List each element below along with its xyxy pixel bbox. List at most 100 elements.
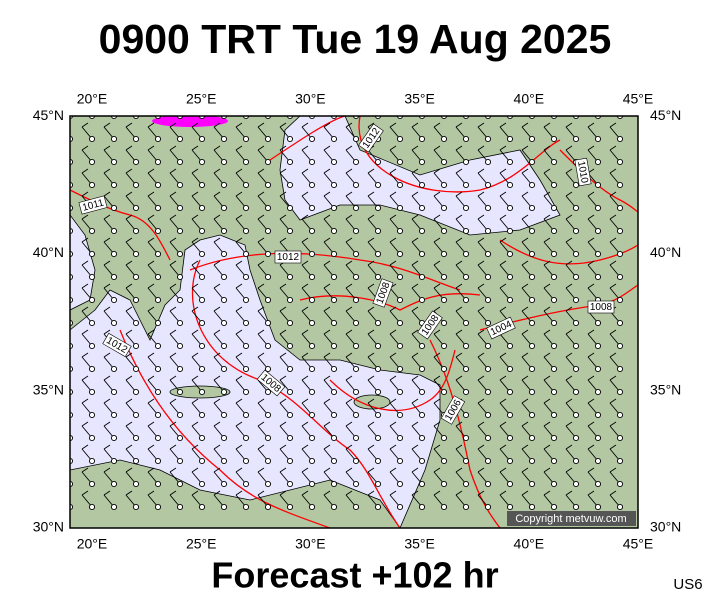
barb-station [286, 388, 294, 396]
barb-staff [443, 116, 444, 117]
barb-flag [368, 100, 374, 104]
barb-flag [345, 214, 353, 220]
barb-flag [125, 122, 133, 128]
barb-flag [411, 398, 419, 404]
barb-station [110, 480, 118, 488]
barb-station [484, 158, 492, 166]
barb-station [572, 480, 580, 488]
barb-flag [609, 352, 617, 358]
barb-station [418, 158, 426, 166]
barb-flag [191, 306, 199, 312]
barb-station [132, 319, 140, 327]
barb-station [418, 273, 426, 281]
barb-flag [235, 145, 243, 151]
barb-station [462, 227, 470, 235]
barb-flag [389, 168, 397, 174]
barb-station [484, 319, 492, 327]
barb-station [352, 181, 360, 189]
barb-station [264, 503, 272, 511]
barb-flag [235, 306, 243, 312]
barb-station [440, 457, 448, 465]
barb-station [220, 365, 228, 373]
barb-flag [60, 491, 66, 495]
barb-flag [609, 421, 617, 427]
barb-station [594, 227, 602, 235]
barb-station [132, 135, 140, 143]
barb-station [418, 434, 426, 442]
barb-station [176, 158, 184, 166]
barb-station [264, 365, 272, 373]
barb-station [132, 480, 140, 488]
barb-station [220, 296, 228, 304]
barb-station [352, 227, 360, 235]
map-title: 0900 TRT Tue 19 Aug 2025 [99, 16, 612, 62]
barb-flag [609, 168, 617, 174]
barb-flag [609, 214, 617, 220]
barb-flag [565, 352, 573, 358]
lon-label-bottom: 35°E [404, 536, 435, 552]
barb-flag [499, 444, 507, 450]
barb-flag [411, 306, 419, 312]
barb-flag [565, 444, 573, 450]
barb-station [308, 181, 316, 189]
barb-station [484, 296, 492, 304]
barb-flag [213, 490, 221, 496]
barb-station [308, 411, 316, 419]
barb-flag [499, 191, 507, 197]
barb-flag [125, 490, 133, 496]
barb-flag [103, 283, 111, 289]
barb-station [176, 411, 184, 419]
barb-station [330, 319, 338, 327]
barb-flag [60, 330, 66, 334]
barb-station [110, 296, 118, 304]
barb-flag [257, 283, 265, 289]
barb-station [396, 319, 404, 327]
barb-flag [566, 100, 572, 104]
barb-station [198, 158, 206, 166]
barb-station [308, 480, 316, 488]
barb-flag [191, 421, 199, 427]
barb-station [440, 342, 448, 350]
barb-station [374, 457, 382, 465]
barb-flag [455, 490, 463, 496]
barb-station [594, 480, 602, 488]
barb-flag [213, 444, 221, 450]
barb-station [484, 342, 492, 350]
barb-flag [477, 490, 485, 496]
barb-flag [345, 490, 353, 496]
barb-station [484, 181, 492, 189]
barb-station [220, 273, 228, 281]
barb-station [396, 158, 404, 166]
barb-flag [367, 191, 375, 197]
barb-station [462, 135, 470, 143]
barb-station [418, 480, 426, 488]
barb-flag [433, 168, 441, 174]
barb-station [330, 411, 338, 419]
barb-station [572, 227, 580, 235]
barb-flag [499, 421, 507, 427]
isobar-label-box [574, 157, 592, 187]
barb-station [374, 319, 382, 327]
isobar-label-box [78, 195, 108, 215]
barb-flag [411, 191, 419, 197]
barb-flag [389, 191, 397, 197]
isobar-label: 1011 [78, 195, 108, 215]
lon-label-top: 20°E [77, 91, 108, 107]
adriatic-sea [70, 214, 96, 311]
barb-flag [60, 146, 66, 150]
barb-flag [81, 329, 89, 335]
barb-station [286, 503, 294, 511]
barb-flag [610, 100, 616, 104]
barb-flag [521, 329, 529, 335]
barb-flag [103, 122, 111, 128]
barb-station [550, 158, 558, 166]
barb-station [198, 227, 206, 235]
barb-flag [191, 398, 199, 404]
barb-station [440, 365, 448, 373]
barb-station [528, 365, 536, 373]
barb-station [462, 480, 470, 488]
barb-flag [147, 375, 155, 381]
barb-flag [213, 191, 221, 197]
barb-station [440, 388, 448, 396]
barb-flag [345, 467, 353, 473]
